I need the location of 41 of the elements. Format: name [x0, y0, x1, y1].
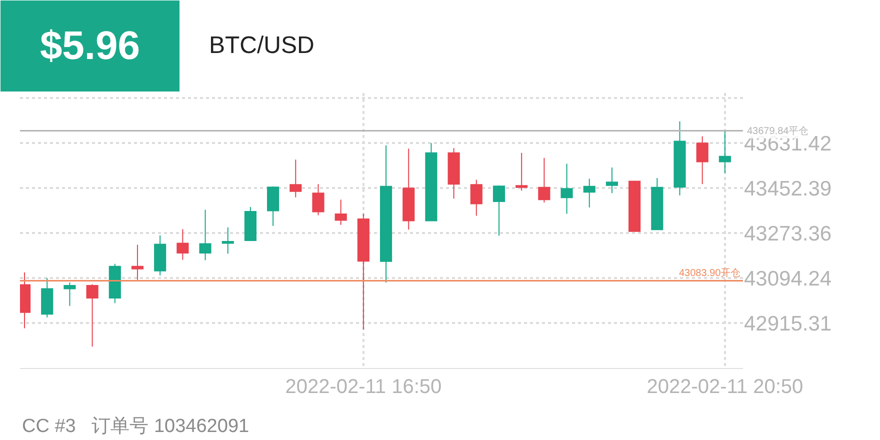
chart-title: $5.96	[40, 24, 140, 68]
candlestick	[718, 130, 731, 174]
candlestick	[583, 178, 596, 208]
candlestick	[448, 148, 460, 200]
candlestick	[516, 152, 528, 192]
candlestick	[41, 278, 54, 318]
candlestick	[131, 244, 144, 280]
candlestick	[290, 159, 302, 198]
candlestick	[222, 226, 234, 254]
candlestick	[606, 166, 618, 194]
candlestick	[538, 157, 550, 203]
candlestick	[470, 179, 482, 216]
y-tick-label: 43094.24	[744, 267, 832, 290]
x-tick-label: 2022-02-11 20:50	[646, 376, 804, 398]
candlestick	[674, 120, 686, 196]
candlestick	[176, 228, 189, 260]
candlestick	[267, 186, 280, 226]
candlestick	[425, 142, 438, 222]
candlestick	[628, 180, 641, 232]
chart-subtitle: BTC/USD	[209, 32, 314, 59]
y-tick-label: 42915.31	[744, 312, 832, 336]
y-tick-label: 43452.39	[744, 177, 832, 200]
candlestick	[696, 136, 708, 185]
candlestick	[560, 163, 573, 214]
x-tick-label: 2022-02-11 16:50	[285, 376, 442, 398]
candlestick	[380, 144, 392, 283]
text: CC #3 订单号 103462091	[22, 416, 250, 437]
ref-line-label: 43083.90开仓	[679, 267, 741, 279]
candlestick	[244, 206, 256, 241]
candlestick	[402, 148, 415, 230]
candlestick	[86, 284, 98, 348]
candlestick	[334, 199, 347, 226]
candlestick	[154, 234, 166, 276]
candlestick	[492, 184, 506, 236]
candlestick	[108, 263, 121, 304]
candlestick	[199, 209, 212, 261]
candlestick	[20, 272, 31, 329]
y-tick-label: 43273.36	[744, 222, 832, 246]
candlestick	[64, 282, 76, 306]
candlestick	[651, 178, 664, 230]
candlestick	[312, 184, 324, 216]
